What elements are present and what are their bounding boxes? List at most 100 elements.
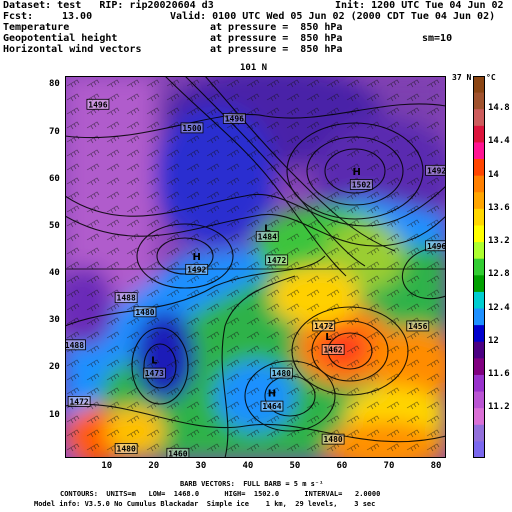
colorbar [473, 76, 485, 458]
colorbar-swatch [473, 175, 485, 193]
height-label-text: 1488 [65, 341, 84, 350]
colorbar-swatch [473, 341, 485, 359]
pressure-centers: H L H L L H [151, 167, 361, 400]
contours-line: CONTOURS: UNITS=m LOW= 1468.0 HIGH= 1502… [60, 490, 381, 498]
dataset-line: Dataset: test RIP: rip20020604 d3 [3, 0, 214, 11]
y-tick-label: 50 [49, 220, 60, 231]
y-tick-label: 70 [49, 126, 60, 137]
init-line: Init: 1200 UTC Tue 04 Jun 02 [335, 0, 504, 11]
pressure-center-low: L [151, 356, 158, 367]
height-label: 1496 [86, 98, 110, 110]
colorbar-swatch [473, 275, 485, 293]
field-wind-pressure: at pressure = 850 hPa [210, 44, 343, 55]
height-label-text: 1480 [117, 445, 136, 454]
pressure-center-low: L [325, 332, 332, 343]
colorbar-swatch [473, 242, 485, 260]
y-tick-label: 20 [49, 362, 60, 373]
height-label: 1492 [425, 164, 446, 176]
height-labels: 1496 1500 1496 1492 1502 1484 1492 1472 1496 1488… [65, 98, 446, 458]
field-geopotential: Geopotential height [3, 33, 118, 44]
height-label-text: 1460 [168, 449, 187, 458]
colorbar-swatch [473, 391, 485, 409]
y-tick-label: 40 [49, 268, 60, 279]
height-label-text: 1480 [135, 308, 154, 317]
colorbar-label: 12.8 [488, 269, 510, 280]
height-label-text: 1492 [427, 166, 446, 175]
field-wind: Horizontal wind vectors [3, 44, 142, 55]
colorbar-label: 13.2 [488, 236, 510, 247]
colorbar-label: 11.2 [488, 402, 510, 413]
fcst-label: Fcst: [3, 11, 34, 22]
height-label: 1456 [406, 320, 430, 332]
height-label: 1472 [67, 396, 91, 407]
height-label: 1473 [142, 367, 166, 379]
colorbar-swatch [473, 92, 485, 110]
height-label: 1492 [185, 263, 209, 275]
height-label: 1496 [222, 113, 246, 124]
x-tick-label: 60 [336, 461, 348, 471]
colorbar-swatch [473, 192, 485, 210]
colorbar-swatch [473, 125, 485, 143]
height-label-text: 1492 [187, 265, 206, 274]
height-label-text: 1480 [323, 435, 342, 444]
x-tick-label: 50 [289, 461, 301, 471]
height-label-text: 1484 [258, 232, 277, 241]
valid-line: Valid: 0100 UTC Wed 05 Jun 02 (2000 CDT … [170, 11, 496, 22]
x-tick-label: 30 [195, 461, 207, 471]
colorbar-swatch [473, 424, 485, 442]
sm-label: sm=10 [422, 33, 453, 44]
colorbar-swatch [473, 208, 485, 226]
height-label: 1480 [133, 306, 157, 318]
colorbar-label: 12.4 [488, 302, 510, 313]
colorbar-unit: °C [486, 73, 496, 82]
pressure-center-high: H [193, 252, 201, 263]
height-label-text: 1464 [262, 402, 281, 411]
height-label-text: 1496 [427, 242, 446, 251]
height-label: 1462 [321, 344, 345, 355]
field-geopotential-pressure: at pressure = 850 hPa [210, 33, 343, 44]
height-label: 1480 [269, 367, 293, 379]
height-label: 1484 [255, 230, 279, 242]
pressure-center-high: H [268, 389, 276, 400]
height-label: 1464 [260, 400, 284, 412]
y-tick-label: 30 [49, 315, 60, 326]
barb-vectors-line: BARB VECTORS: FULL BARB = 5 m s⁻¹ [180, 480, 324, 488]
height-label-text: 1456 [408, 322, 427, 331]
field-temperature: Temperature [3, 22, 70, 33]
colorbar-swatch [473, 159, 485, 177]
height-label-text: 1472 [267, 256, 286, 265]
map-right-label: 37 N [452, 73, 472, 82]
map-top-label: 101 N [240, 63, 268, 73]
colorbar-label: 11.6 [488, 368, 510, 379]
colorbar-swatch [473, 258, 485, 276]
height-label-text: 1472 [69, 397, 88, 406]
colorbar-swatch [473, 358, 485, 376]
x-tick-label: 70 [383, 461, 395, 471]
height-label-text: 1473 [145, 369, 164, 378]
height-label: 1496 [425, 240, 446, 252]
height-label: 1460 [166, 447, 190, 458]
colorbar-label: 14 [488, 169, 499, 180]
height-label: 1502 [349, 179, 373, 190]
colorbar-label: 14.8 [488, 103, 510, 114]
height-label: 1500 [180, 122, 204, 134]
height-label-text: 1472 [314, 322, 333, 331]
model-info-line: Model info: V3.5.0 No Cumulus Blackadar … [34, 500, 376, 508]
pressure-center-low: L [264, 224, 271, 235]
colorbar-swatch [473, 441, 485, 458]
colorbar-label: 13.6 [488, 202, 510, 213]
x-tick-label: 40 [242, 461, 254, 471]
height-label-text: 1496 [88, 100, 107, 109]
height-label: 1472 [265, 254, 289, 266]
y-tick-label: 60 [49, 173, 60, 184]
colorbar-swatch [473, 225, 485, 243]
height-label: 1480 [114, 443, 138, 454]
colorbar-swatch [473, 374, 485, 393]
x-tick-label: 80 [430, 461, 442, 471]
y-tick-label: 80 [49, 79, 60, 90]
temperature-map: 1496 1500 1496 1492 1502 1484 1492 1472 1496 1488… [65, 76, 446, 458]
height-label-text: 1480 [272, 369, 291, 378]
colorbar-label: 12 [488, 335, 499, 346]
fcst-value: 13.00 [62, 11, 93, 22]
colorbar-swatch [473, 308, 485, 326]
